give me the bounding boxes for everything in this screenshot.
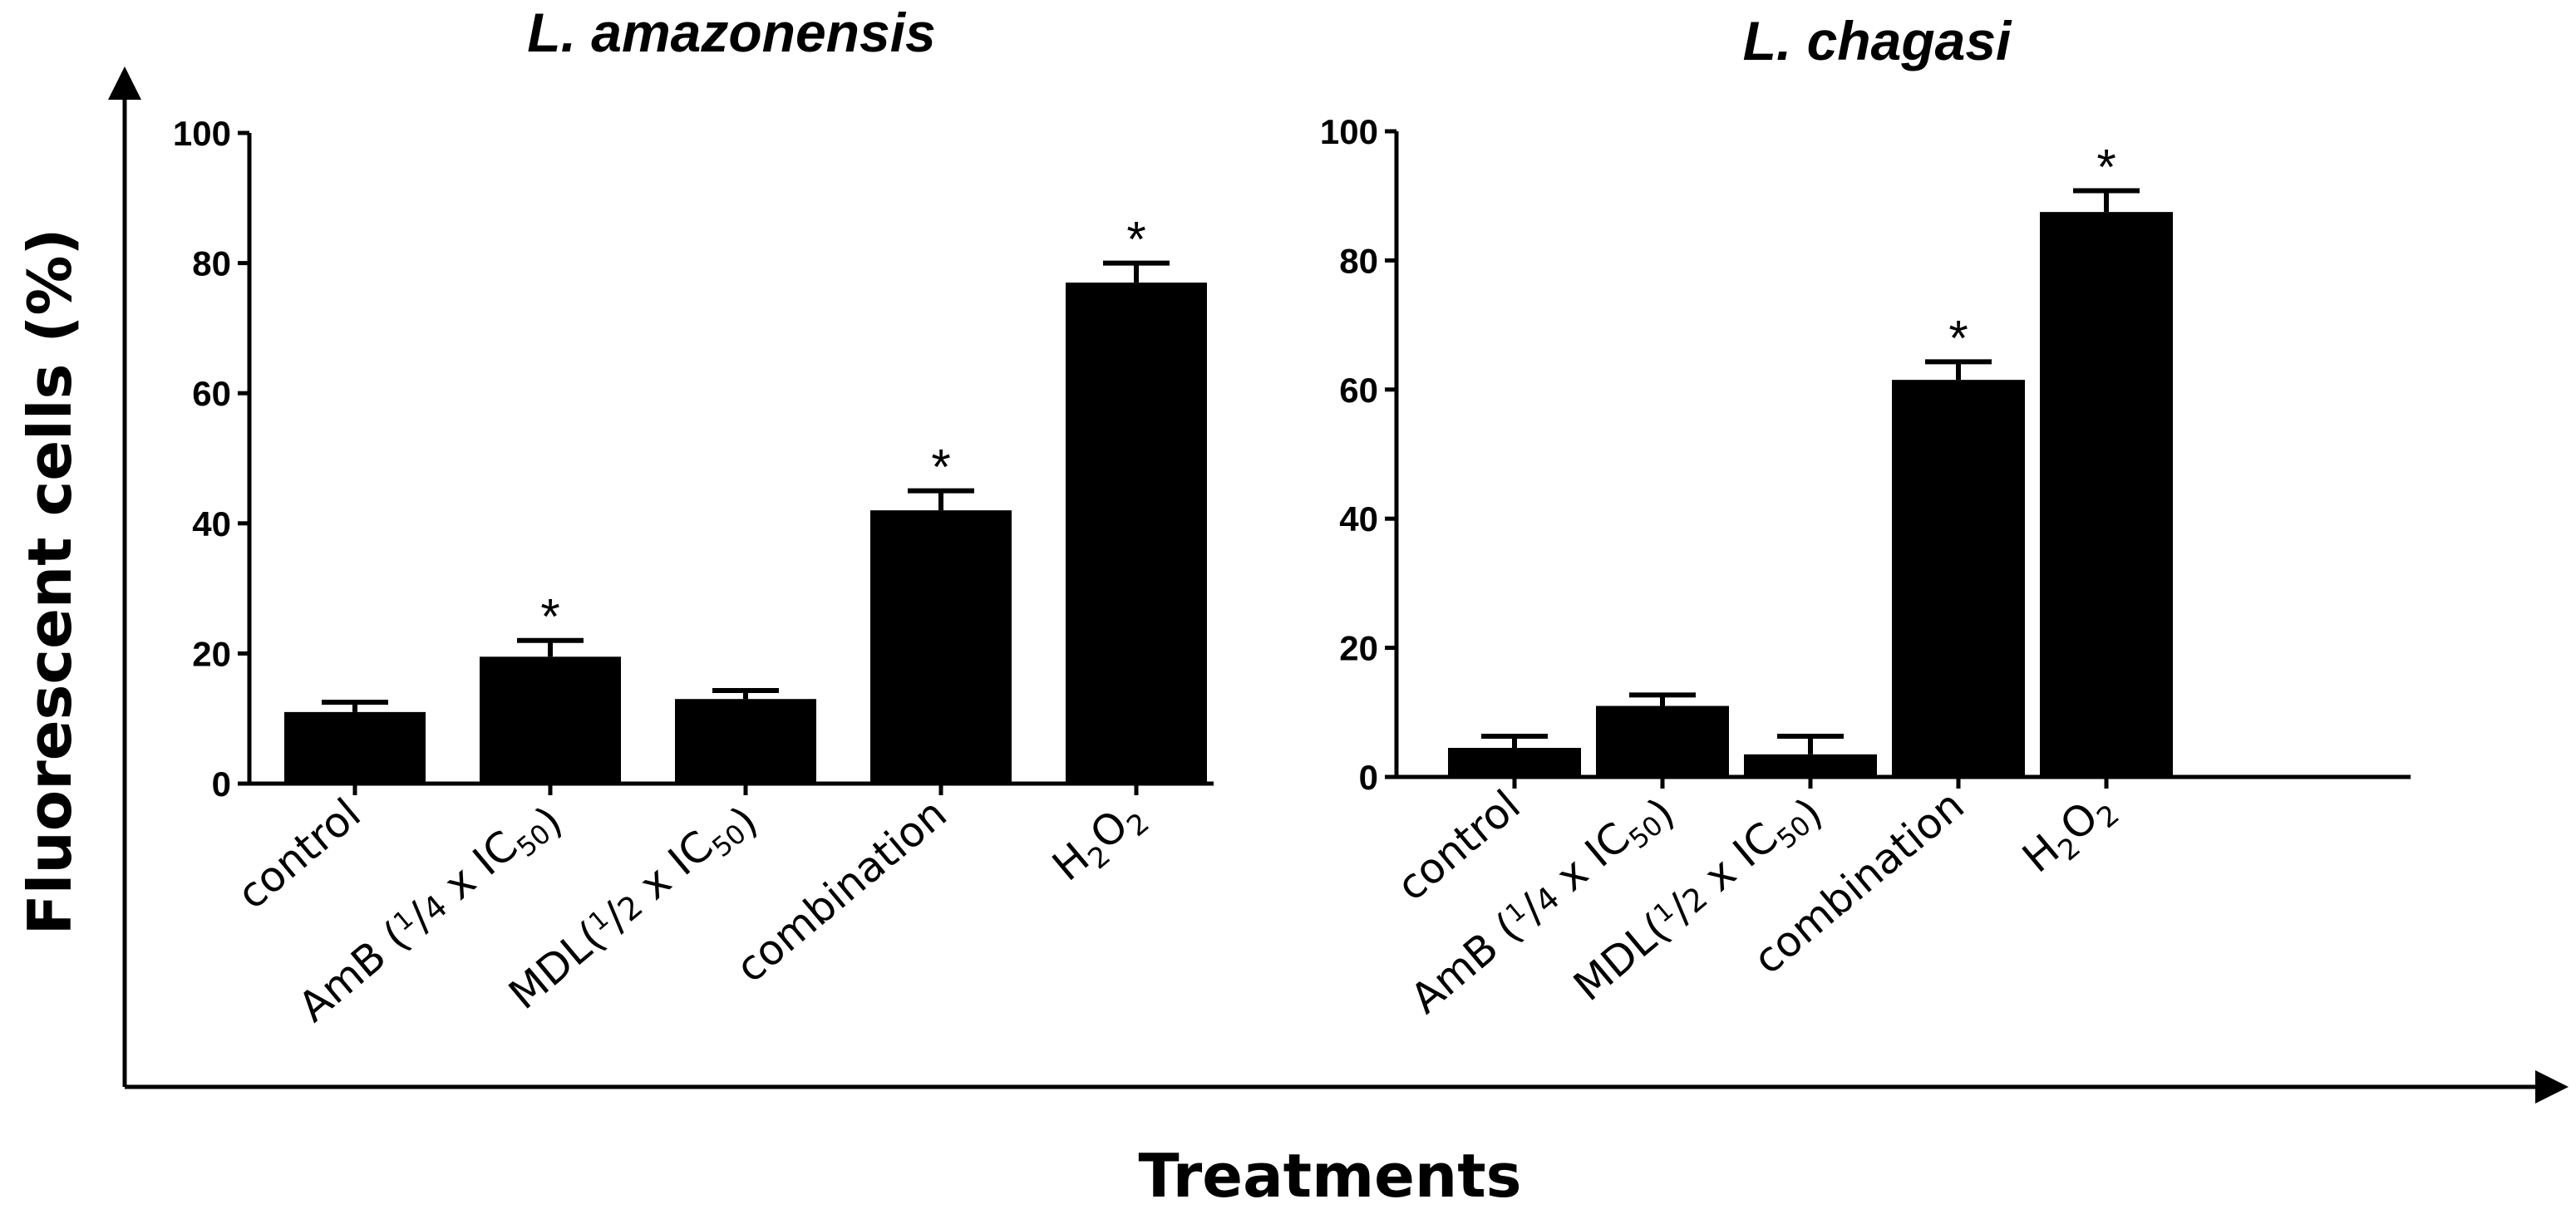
- y-tick-label: 20: [1339, 629, 1378, 668]
- bar-mdl-1-2-x-ic50: [675, 699, 816, 784]
- bar-control: [284, 711, 426, 784]
- category-label-control: control: [1388, 781, 1529, 911]
- bar-h2o2: [2040, 212, 2173, 777]
- x-axis-title: Treatments: [1139, 1141, 1522, 1211]
- bar-combination: [1892, 380, 2025, 777]
- category-label-h2o2: H2O2: [2013, 781, 2125, 888]
- y-tick-label: 40: [192, 504, 231, 543]
- y-axis-title: Fluorescent cells (%): [15, 229, 85, 936]
- significance-marker: *: [1126, 212, 1145, 268]
- category-label-amb-1-4-x-ic50: AmB (1/4 x IC50): [1401, 781, 1683, 1030]
- bar-combination: [870, 510, 1012, 784]
- y-tick-label: 100: [173, 114, 231, 153]
- category-label-control: control: [229, 789, 370, 919]
- bars: **: [1448, 139, 2173, 789]
- y-ticks: 0 20 40 60 80 100: [173, 114, 249, 804]
- y-tick-label: 100: [1320, 112, 1378, 151]
- y-tick-label: 0: [1359, 758, 1378, 797]
- significance-marker: *: [931, 440, 950, 495]
- bar-h2o2: [1066, 283, 1207, 784]
- y-tick-label: 0: [212, 764, 231, 804]
- y-tick-label: 80: [192, 244, 231, 283]
- bar-mdl-1-2-x-ic50: [1744, 754, 1877, 777]
- y-tick-label: 80: [1339, 241, 1378, 280]
- bar-control: [1448, 748, 1581, 777]
- category-label-combination: combination: [1745, 781, 1973, 984]
- y-tick-label: 20: [192, 634, 231, 673]
- chart-title: L. amazonensis: [527, 2, 936, 63]
- y-tick-label: 40: [1339, 499, 1378, 538]
- category-label-combination: combination: [727, 789, 956, 992]
- significance-marker: *: [1948, 310, 1968, 366]
- bars: * * *: [284, 212, 1207, 795]
- y-tick-label: 60: [192, 374, 231, 413]
- y-ticks: 0 20 40 60 80 100: [1320, 112, 1396, 797]
- chart-title: L. chagasi: [1743, 10, 2012, 71]
- significance-marker: *: [2096, 139, 2115, 194]
- y-tick-label: 60: [1339, 371, 1378, 410]
- significance-marker: *: [540, 589, 559, 645]
- chart-panel-l-amazonensis: L. amazonensis 0 20 40 60 80 100 * * * controlA…: [173, 2, 1214, 1031]
- bar-amb-1-4-x-ic50: [480, 656, 621, 784]
- bar-amb-1-4-x-ic50: [1596, 705, 1729, 777]
- category-label-h2o2: H2O2: [1043, 789, 1155, 897]
